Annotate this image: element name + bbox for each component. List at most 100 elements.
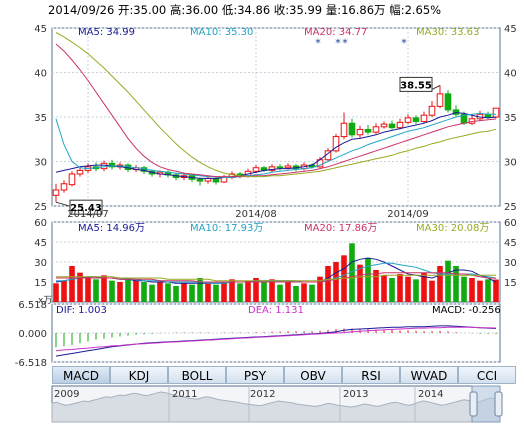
macd-legend-0: DIF: 1.003	[56, 305, 107, 316]
price-tick-right: 45	[504, 24, 517, 35]
volume-bar	[333, 262, 339, 302]
volume-bar	[429, 280, 435, 302]
tab-rsi[interactable]: RSI	[342, 366, 400, 384]
price-tick-right: 40	[504, 69, 517, 80]
candle	[76, 166, 84, 177]
candle	[356, 125, 364, 139]
candle-body	[108, 162, 116, 168]
candle	[388, 120, 396, 130]
volume-bar	[117, 282, 123, 302]
high-label: 38.55	[400, 80, 432, 91]
high-pointer	[431, 84, 441, 90]
volume-bar	[469, 278, 475, 302]
volume-bar	[285, 282, 291, 302]
volume-bar	[421, 272, 427, 302]
price-legend-0: MA5: 34.99	[78, 27, 135, 38]
volume-bar	[397, 274, 403, 302]
overview-panel	[51, 385, 503, 423]
price-legend-2: MA20: 34.77	[304, 27, 367, 38]
candle	[396, 118, 404, 130]
candle-body	[444, 93, 452, 111]
candle-body	[364, 128, 372, 133]
volume-bar	[213, 284, 219, 302]
x-axis-label: 2014/07	[67, 209, 109, 220]
candle-body	[404, 117, 412, 123]
volume-bar	[437, 266, 443, 302]
volume-bar	[253, 278, 259, 302]
volume-bar	[165, 283, 171, 302]
candle-body	[252, 167, 260, 172]
candle-body	[196, 178, 204, 182]
price-tick-right: 35	[504, 113, 517, 124]
x-axis-label: 2014/09	[387, 209, 429, 220]
price-tick-left: 25	[34, 202, 47, 213]
price-tick-right: 30	[504, 158, 517, 169]
candle-body	[380, 123, 388, 128]
volume-bar	[181, 283, 187, 302]
price-legend-1: MA10: 35.30	[190, 27, 253, 38]
candle	[68, 171, 76, 187]
volume-bar	[277, 284, 283, 302]
candle-body	[348, 122, 356, 136]
volume-bar	[141, 282, 147, 302]
volume-tick-right: 30	[504, 258, 517, 269]
candle-body	[100, 162, 108, 170]
volume-bar	[85, 276, 91, 302]
event-marker-icon: ⁎	[342, 33, 348, 46]
candle-body	[388, 123, 396, 129]
tab-macd[interactable]: MACD	[52, 366, 110, 384]
overview-left-handle[interactable]	[469, 391, 478, 417]
event-marker-icon: ⁎	[401, 33, 407, 46]
volume-bar	[485, 279, 491, 302]
candle	[108, 159, 116, 170]
volume-bar	[373, 270, 379, 302]
volume-tick-left: 60	[34, 218, 47, 229]
tab-wvad[interactable]: WVAD	[400, 366, 458, 384]
price-ma5-line	[55, 111, 497, 179]
price-legend-3: MA30: 33.63	[416, 27, 479, 38]
volume-bar	[357, 264, 363, 302]
candle	[404, 114, 412, 125]
volume-bar	[173, 286, 179, 302]
volume-bar	[309, 284, 315, 302]
candle	[52, 183, 60, 203]
price-ma10-line	[55, 112, 496, 178]
volume-bar	[109, 280, 115, 302]
tab-obv[interactable]: OBV	[284, 366, 342, 384]
overview-right-handle[interactable]	[494, 391, 503, 417]
candle-body	[492, 107, 500, 118]
volume-bar	[349, 243, 355, 302]
overview-year-label: 2009	[54, 389, 79, 400]
low-pointer	[55, 201, 71, 207]
volume-bar	[445, 260, 451, 302]
candle-body	[68, 173, 76, 186]
volume-tick-right: 15	[504, 278, 517, 289]
quote-header: 2014/09/26 开:35.00 高:36.00 低:34.86 收:35.…	[48, 3, 442, 17]
volume-bar	[61, 280, 67, 302]
macd-dea-line	[55, 326, 497, 352]
candle	[492, 107, 500, 119]
tab-cci[interactable]: CCI	[458, 366, 516, 384]
candle-body	[420, 114, 428, 122]
low-label-box	[69, 199, 103, 215]
volume-bar	[77, 272, 83, 302]
volume-bar	[461, 276, 467, 302]
volume-bar	[405, 276, 411, 302]
volume-bar	[229, 279, 235, 302]
overview-area	[51, 391, 501, 423]
tab-psy[interactable]: PSY	[226, 366, 284, 384]
volume-bar	[293, 286, 299, 302]
candle	[420, 111, 428, 124]
volume-tick-right: 45	[504, 238, 517, 249]
volume-bar	[189, 284, 195, 302]
volume-tick-left: 30	[34, 258, 47, 269]
macd-legend-2: MACD: -0.256	[432, 305, 501, 316]
tab-boll[interactable]: BOLL	[168, 366, 226, 384]
volume-tick-left: 15	[34, 278, 47, 289]
candle	[268, 164, 276, 173]
tab-kdj[interactable]: KDJ	[110, 366, 168, 384]
volume-bar	[477, 280, 483, 302]
price-ma20-line	[55, 43, 497, 178]
volume-ma20-line	[56, 272, 497, 283]
volume-legend-1: MA10: 17.93万	[190, 223, 263, 234]
